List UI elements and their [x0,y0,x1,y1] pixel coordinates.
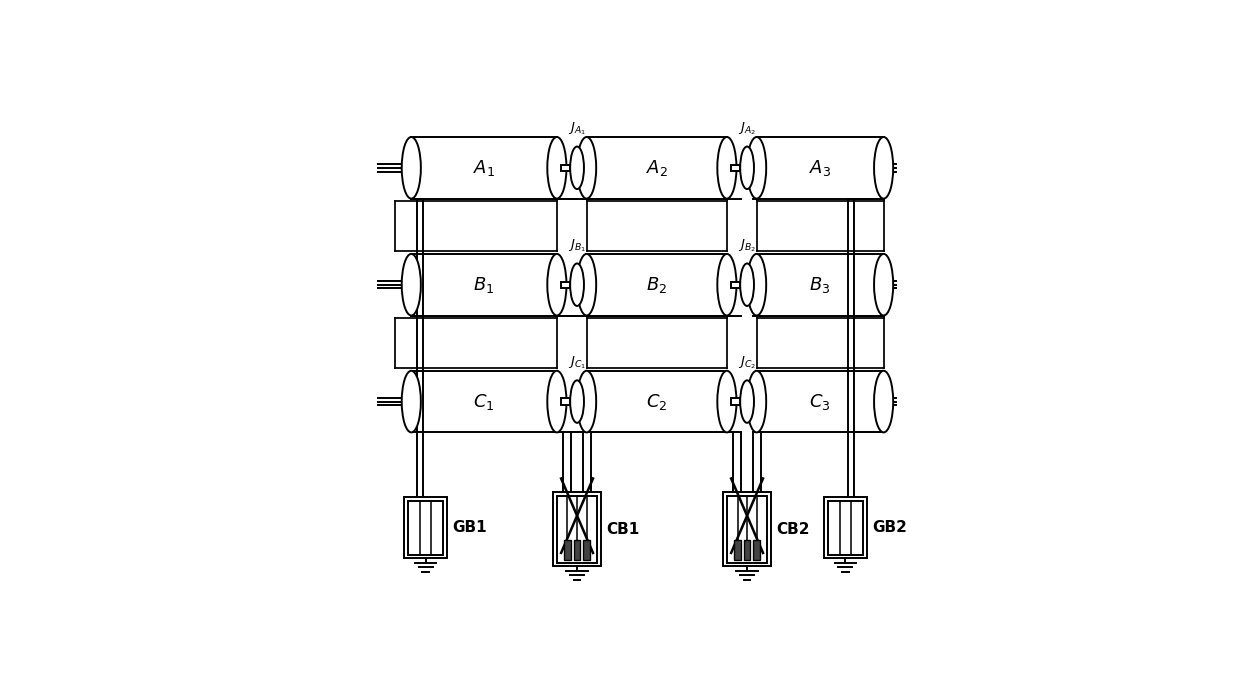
Bar [723,492,771,566]
Polygon shape [730,165,740,171]
Text: $C_2$: $C_2$ [646,392,667,411]
Ellipse shape [717,371,737,433]
Text: GB2: GB2 [872,520,906,535]
Text: $J_{C_2}$: $J_{C_2}$ [738,354,756,371]
Ellipse shape [740,264,754,306]
Ellipse shape [874,137,893,199]
Bar [404,497,446,558]
Text: $B_3$: $B_3$ [810,275,831,295]
Text: $C_3$: $C_3$ [810,392,831,411]
Text: $J_{B_2}$: $J_{B_2}$ [738,237,756,254]
Bar [564,540,570,560]
Ellipse shape [717,137,737,199]
Polygon shape [560,282,570,288]
Ellipse shape [570,146,584,189]
Text: GB1: GB1 [453,520,487,535]
Ellipse shape [577,371,596,433]
Ellipse shape [577,137,596,199]
Bar [825,497,867,558]
Ellipse shape [402,371,420,433]
Polygon shape [730,398,740,405]
Text: $B_1$: $B_1$ [474,275,495,295]
Bar [744,540,750,560]
Bar [408,501,443,555]
Text: $A_3$: $A_3$ [808,158,831,178]
Text: $A_1$: $A_1$ [472,158,495,178]
Bar [754,540,760,560]
Bar [557,495,598,562]
Ellipse shape [740,380,754,423]
Polygon shape [730,282,740,288]
Text: CB2: CB2 [776,522,810,537]
Ellipse shape [874,371,893,433]
Ellipse shape [402,254,420,315]
Ellipse shape [746,254,766,315]
Ellipse shape [746,137,766,199]
Polygon shape [560,165,570,171]
Bar [553,492,601,566]
Text: CB1: CB1 [606,522,640,537]
Ellipse shape [717,254,737,315]
Text: $A_2$: $A_2$ [646,158,668,178]
Ellipse shape [547,137,567,199]
Ellipse shape [547,371,567,433]
Text: $J_{C_1}$: $J_{C_1}$ [568,354,587,371]
Ellipse shape [570,380,584,423]
Text: $B_2$: $B_2$ [646,275,667,295]
Text: $C_1$: $C_1$ [474,392,495,411]
Text: $J_{A_1}$: $J_{A_1}$ [568,121,587,137]
Ellipse shape [402,137,420,199]
Text: $J_{B_1}$: $J_{B_1}$ [568,237,587,254]
Ellipse shape [547,254,567,315]
Bar [584,540,590,560]
Ellipse shape [570,264,584,306]
Polygon shape [560,398,570,405]
Bar [574,540,580,560]
Bar [727,495,768,562]
Bar [828,501,863,555]
Ellipse shape [740,146,754,189]
Ellipse shape [577,254,596,315]
Ellipse shape [874,254,893,315]
Bar [734,540,740,560]
Text: $J_{A_2}$: $J_{A_2}$ [738,121,756,137]
Ellipse shape [746,371,766,433]
